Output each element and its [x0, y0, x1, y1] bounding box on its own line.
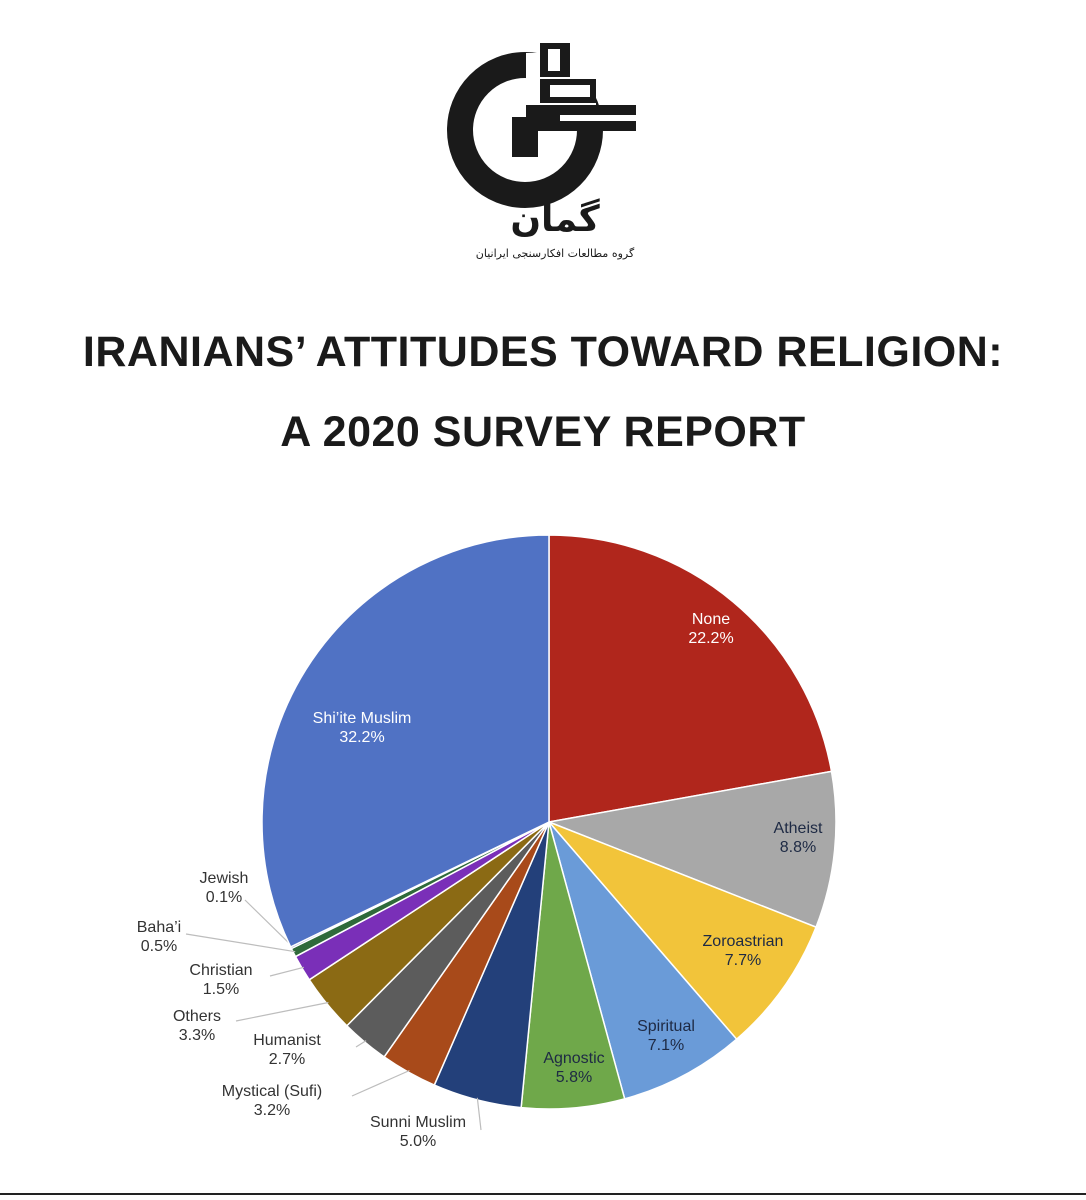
slice-value-label: 0.5%	[141, 938, 177, 955]
pie-slice-shi-ite-muslim	[261, 534, 550, 948]
leader-line	[185, 933, 296, 953]
leader-line	[476, 1097, 482, 1131]
slice-label: Humanist	[253, 1032, 321, 1049]
slice-value-label: 5.0%	[400, 1133, 436, 1150]
slice-value-label: 3.2%	[254, 1102, 290, 1119]
bottom-divider	[0, 1193, 1086, 1195]
slice-value-label: 22.2%	[688, 630, 733, 647]
slice-label: Spiritual	[637, 1018, 695, 1035]
slice-label: Agnostic	[543, 1050, 604, 1067]
leader-line	[351, 1069, 410, 1097]
leader-line	[244, 899, 294, 948]
logo-mark-icon	[447, 43, 642, 208]
slice-value-label: 5.8%	[556, 1069, 592, 1086]
report-title-line1: IRANIANS’ ATTITUDES TOWARD RELIGION:	[82, 328, 1004, 376]
slice-value-label: 0.1%	[206, 889, 242, 906]
pie-slice-atheist	[546, 770, 837, 929]
slice-label: Shi’ite Muslim	[313, 710, 412, 727]
report-title-line2: A 2020 SURVEY REPORT	[280, 408, 806, 456]
slice-label: Sunni Muslim	[370, 1114, 466, 1131]
logo-subtitle: گروه مطالعات افکارسنجی ایرانیان	[476, 247, 635, 260]
logo-name: گمان	[510, 198, 599, 240]
slice-label: None	[692, 611, 730, 628]
leader-line	[269, 966, 304, 977]
pie-slice-none	[548, 534, 833, 823]
slice-label: Others	[173, 1008, 221, 1025]
gooman-logo: گمان گروه مطالعات افکارسنجی ایرانیان	[447, 43, 642, 260]
slice-label: Atheist	[774, 820, 823, 837]
slice-value-label: 7.7%	[725, 952, 761, 969]
leader-line	[355, 1040, 367, 1048]
slice-value-label: 32.2%	[339, 729, 384, 746]
slice-label: Mystical (Sufi)	[222, 1083, 322, 1100]
leader-line	[235, 1001, 329, 1022]
slice-label: Baha’i	[137, 919, 181, 936]
slice-label: Jewish	[200, 870, 249, 887]
pie-slice-spiritual	[548, 821, 738, 1100]
slice-value-label: 3.3%	[179, 1027, 215, 1044]
slice-label: Christian	[189, 962, 252, 979]
slice-value-label: 1.5%	[203, 981, 239, 998]
slice-value-label: 8.8%	[780, 839, 816, 856]
slice-value-label: 7.1%	[648, 1037, 684, 1054]
slice-label: Zoroastrian	[703, 933, 784, 950]
religion-pie-chart: None 22.2% Atheist 8.8% Zoroastrian 7.7% Spiri…	[137, 534, 837, 1150]
slice-value-label: 2.7%	[269, 1051, 305, 1068]
pie-slice-zoroastrian	[548, 821, 818, 1041]
